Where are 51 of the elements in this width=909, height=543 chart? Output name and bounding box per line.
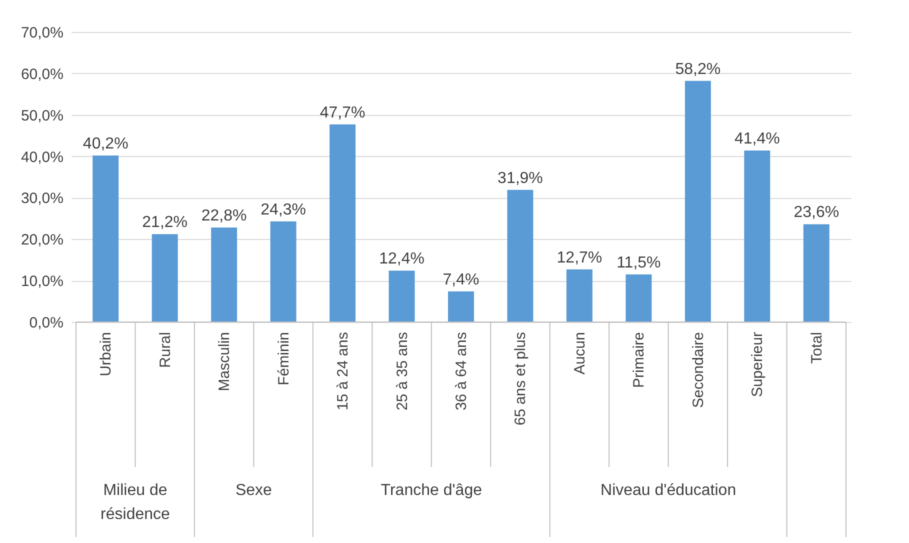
x-tick-label: Masculin	[216, 332, 234, 392]
x-tick-label: Secondaire	[690, 332, 707, 408]
data-label: 12,4%	[379, 250, 424, 268]
bar	[270, 221, 296, 322]
y-tick-label: 10,0%	[20, 273, 64, 290]
text: Sexe	[235, 482, 272, 499]
bar	[448, 291, 474, 322]
x-tick-label: Aucun	[571, 332, 588, 375]
y-tick-label: 0,0%	[29, 314, 64, 332]
y-tick-label: 70,0%	[20, 24, 64, 42]
x-tick-label: Rural	[156, 332, 174, 368]
x-tick-label: Total	[808, 332, 826, 364]
bar	[211, 228, 238, 322]
data-label: 11,5%	[616, 254, 661, 272]
text: Niveau d'éducation	[600, 482, 736, 499]
data-label: 12,7%	[556, 249, 602, 266]
bar	[744, 150, 770, 322]
bar	[803, 224, 830, 322]
bar	[566, 269, 592, 322]
text: Tranche d'âge	[380, 482, 482, 499]
bar	[330, 124, 356, 322]
data-label: 58,2%	[675, 60, 721, 78]
x-tick-label: 25 à 35 ans	[394, 332, 411, 410]
data-label: 40,2%	[82, 135, 128, 152]
x-tick-label: 15 à 24 ans	[334, 332, 352, 410]
bar	[152, 234, 178, 322]
data-label: 23,6%	[794, 204, 840, 222]
bar	[388, 270, 415, 322]
bar	[684, 80, 711, 322]
y-tick-label: 30,0%	[20, 190, 64, 208]
x-tick-label: Primaire	[630, 332, 648, 388]
data-label: 22,8%	[201, 208, 247, 225]
bar	[507, 190, 534, 322]
x-tick-label: Urbain	[98, 332, 115, 376]
data-label: 24,3%	[260, 201, 306, 218]
x-tick-label: 65 ans et plus	[512, 332, 530, 426]
x-tick-label: Féminin	[275, 332, 292, 386]
data-label: 47,7%	[320, 104, 366, 122]
y-tick-label: 20,0%	[20, 232, 64, 249]
data-label: 31,9%	[498, 170, 543, 187]
y-tick-label: 40,0%	[20, 148, 64, 166]
bar	[92, 155, 119, 322]
y-tick-label: 50,0%	[20, 107, 64, 124]
text: Milieu de résidence	[100, 482, 170, 523]
x-tick-label: 36 à 64 ans	[453, 332, 470, 410]
x-tick-label: Superieur	[749, 332, 766, 398]
data-label: 21,2%	[142, 214, 188, 232]
data-label: 41,4%	[734, 130, 780, 148]
data-label: 7,4%	[442, 271, 480, 288]
bar	[626, 274, 652, 322]
y-tick-label: 60,0%	[20, 66, 64, 83]
